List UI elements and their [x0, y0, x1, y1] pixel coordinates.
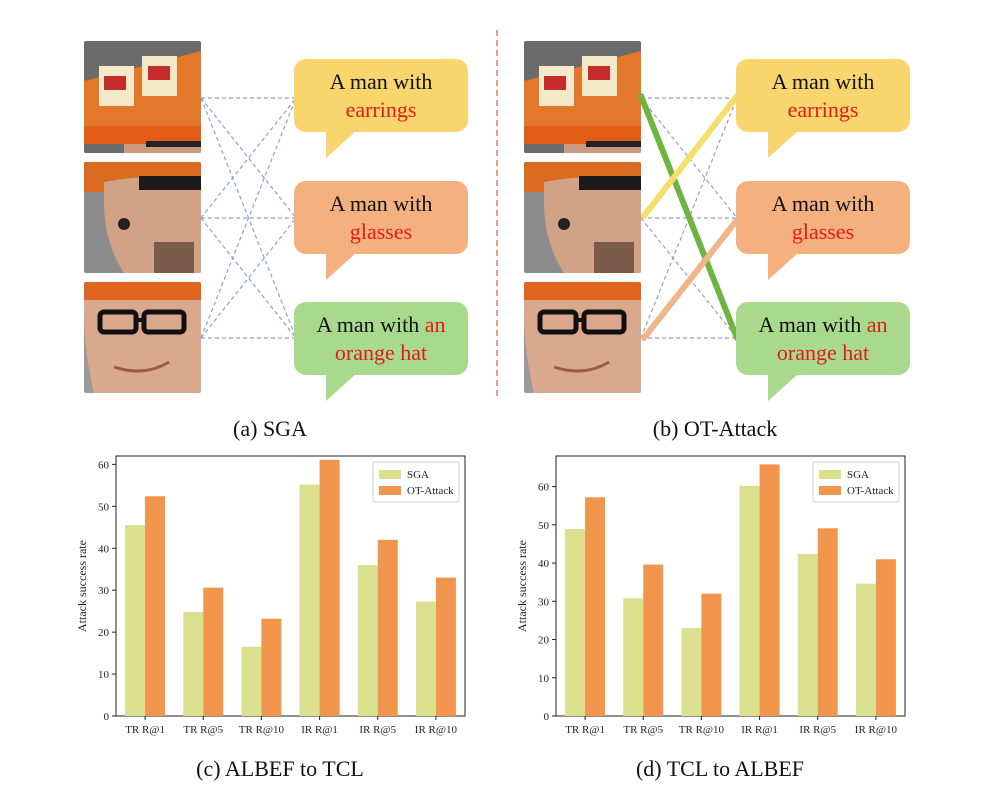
- bubble-line1: A man with an: [316, 311, 446, 337]
- face-photo-hat: [84, 41, 201, 153]
- y-axis-label: Attack success rate: [75, 540, 89, 632]
- x-tick-label: TR R@5: [623, 724, 663, 736]
- face-photo-earring: [84, 162, 201, 273]
- bar-ot-attack-5: [875, 559, 896, 716]
- y-tick-label: 50: [538, 520, 550, 532]
- caption-c: (c) ALBEF to TCL: [196, 756, 364, 781]
- y-tick-label: 60: [538, 482, 550, 494]
- panel-divider: [496, 30, 498, 400]
- legend-swatch: [819, 486, 841, 495]
- ot-connections: [638, 93, 740, 341]
- y-tick-label: 10: [98, 669, 110, 681]
- legend-label: SGA: [847, 469, 869, 481]
- bar-ot-attack-0: [585, 497, 606, 716]
- caption-d: (d) TCL to ALBEF: [635, 756, 805, 781]
- bar-ot-attack-2: [701, 593, 722, 716]
- bar-ot-attack-0: [145, 496, 166, 716]
- face-photo-hat: [524, 41, 641, 153]
- x-tick-label: IR R@1: [741, 724, 778, 736]
- bar-ot-attack-5: [435, 577, 456, 716]
- bar-sga-4: [797, 553, 818, 716]
- face-photo-glasses: [84, 282, 201, 393]
- y-tick-label: 0: [104, 711, 110, 723]
- x-tick-label: TR R@1: [565, 724, 605, 736]
- bar-sga-5: [855, 583, 876, 716]
- match-line-glasses: [641, 217, 740, 341]
- y-axis-label: Attack success rate: [515, 540, 529, 632]
- bar-sga-1: [623, 598, 644, 716]
- bubble-prefix: A man with: [771, 190, 875, 216]
- face-photo-earring: [524, 162, 641, 273]
- x-tick-label: TR R@1: [125, 724, 165, 736]
- bubble-orange-hat: A man with an orange hat: [294, 302, 468, 401]
- x-tick-label: TR R@5: [183, 724, 223, 736]
- caption-a: (a) SGA: [233, 416, 307, 441]
- bar-ot-attack-3: [759, 464, 780, 716]
- bubble-highlight: earrings: [345, 96, 417, 122]
- bubble-earrings: A man with earrings: [736, 59, 910, 158]
- bar-ot-attack-2: [261, 618, 282, 716]
- y-tick-label: 0: [544, 711, 550, 723]
- x-tick-label: IR R@10: [855, 724, 898, 736]
- legend-swatch: [819, 470, 841, 479]
- bubble-prefix: A man with: [329, 68, 433, 94]
- y-tick-label: 20: [98, 627, 110, 639]
- bar-ot-attack-4: [377, 539, 398, 716]
- y-tick-label: 40: [98, 543, 110, 555]
- bar-sga-0: [565, 529, 586, 716]
- bubble-highlight: earrings: [787, 96, 859, 122]
- x-tick-label: TR R@10: [679, 724, 725, 736]
- x-tick-label: IR R@1: [301, 724, 338, 736]
- bubble-prefix: A man with: [329, 190, 433, 216]
- bubble-line1: A man with an: [758, 311, 888, 337]
- y-tick-label: 20: [538, 635, 550, 647]
- chart-tcl-to-albef: 0 10 20 30 40 50 60 Attack success rate TR R@1 TR…: [515, 455, 906, 736]
- caption-b: (b) OT-Attack: [652, 416, 778, 441]
- bubble-highlight: glasses: [349, 218, 413, 244]
- bar-sga-2: [241, 646, 262, 716]
- chart-albef-to-tcl: 0 10 20 30 40 50 60 Attack success rate TR R@1 TR…: [75, 455, 466, 736]
- bubble-glasses: A man with glasses: [736, 181, 910, 280]
- x-tick-label: IR R@5: [799, 724, 836, 736]
- bar-sga-5: [415, 601, 436, 716]
- bubble-highlight: orange hat: [334, 339, 428, 365]
- bubble-highlight: orange hat: [776, 339, 870, 365]
- bar-sga-3: [739, 485, 760, 716]
- x-tick-label: IR R@5: [359, 724, 396, 736]
- bubble-glasses: A man with glasses: [294, 181, 468, 280]
- y-tick-label: 30: [98, 585, 110, 597]
- plot-frame: [115, 455, 466, 717]
- y-tick-label: 10: [538, 673, 550, 685]
- bar-sga-4: [357, 565, 378, 716]
- bar-sga-0: [125, 525, 146, 716]
- legend-label: OT-Attack: [407, 485, 454, 497]
- plot-frame: [555, 455, 906, 717]
- x-tick-label: IR R@10: [415, 724, 458, 736]
- bubble-earrings: A man with earrings: [294, 59, 468, 158]
- legend-swatch: [379, 486, 401, 495]
- bar-sga-1: [183, 612, 204, 716]
- match-line-earrings: [641, 93, 740, 219]
- bar-sga-2: [681, 628, 702, 716]
- bar-sga-3: [299, 484, 320, 716]
- bubble-prefix: A man with: [771, 68, 875, 94]
- x-tick-label: TR R@10: [239, 724, 285, 736]
- bar-ot-attack-4: [817, 528, 838, 716]
- bar-ot-attack-3: [319, 459, 340, 716]
- face-photo-glasses: [524, 282, 641, 393]
- match-line-hat: [638, 93, 740, 341]
- legend-label: OT-Attack: [847, 485, 894, 497]
- legend-label: SGA: [407, 469, 429, 481]
- y-tick-label: 30: [538, 596, 550, 608]
- bar-ot-attack-1: [203, 587, 224, 716]
- y-tick-label: 60: [98, 459, 110, 471]
- bubble-orange-hat: A man with an orange hat: [736, 302, 910, 401]
- bar-ot-attack-1: [643, 564, 664, 716]
- y-tick-label: 40: [538, 558, 550, 570]
- y-tick-label: 50: [98, 501, 110, 513]
- legend-swatch: [379, 470, 401, 479]
- bubble-highlight: glasses: [791, 218, 855, 244]
- dashed-connections: [200, 97, 297, 339]
